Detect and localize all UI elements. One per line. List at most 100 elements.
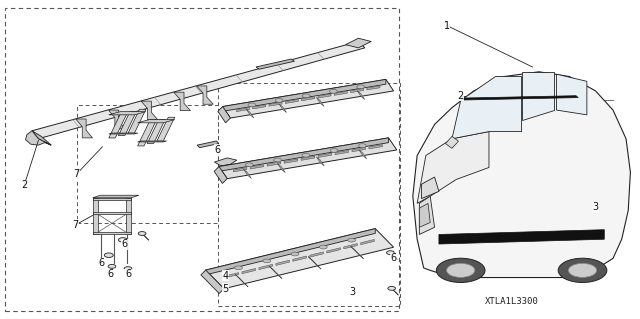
Polygon shape: [279, 104, 287, 113]
Circle shape: [436, 258, 485, 283]
Polygon shape: [219, 138, 397, 179]
Polygon shape: [76, 119, 93, 138]
Text: 2: 2: [21, 180, 28, 190]
Text: 6: 6: [108, 269, 114, 279]
Polygon shape: [301, 97, 315, 101]
Polygon shape: [269, 266, 282, 278]
Polygon shape: [93, 195, 139, 198]
Polygon shape: [327, 248, 340, 253]
Polygon shape: [109, 133, 138, 134]
Polygon shape: [439, 230, 604, 244]
Polygon shape: [138, 120, 175, 123]
Circle shape: [387, 251, 394, 255]
Polygon shape: [301, 156, 315, 160]
Polygon shape: [256, 59, 294, 69]
Polygon shape: [126, 198, 131, 234]
Polygon shape: [318, 94, 331, 98]
Circle shape: [447, 263, 475, 277]
Polygon shape: [138, 122, 156, 146]
Polygon shape: [419, 204, 430, 227]
Text: 5: 5: [222, 284, 228, 294]
Polygon shape: [233, 167, 247, 172]
Text: 6: 6: [122, 239, 128, 249]
Circle shape: [388, 286, 396, 290]
Polygon shape: [26, 131, 51, 145]
Circle shape: [558, 258, 607, 283]
Text: 3: 3: [592, 202, 598, 212]
Polygon shape: [445, 137, 458, 148]
Circle shape: [124, 267, 132, 271]
Circle shape: [291, 252, 299, 256]
Circle shape: [108, 264, 116, 268]
Polygon shape: [93, 198, 131, 200]
Polygon shape: [316, 97, 324, 106]
Polygon shape: [522, 72, 554, 120]
Circle shape: [248, 103, 255, 107]
Text: 6: 6: [390, 253, 397, 263]
Polygon shape: [276, 260, 289, 265]
Polygon shape: [243, 169, 252, 178]
Polygon shape: [93, 198, 98, 234]
Polygon shape: [109, 112, 146, 115]
Text: 4: 4: [222, 271, 228, 281]
Polygon shape: [351, 89, 364, 93]
Polygon shape: [310, 252, 323, 257]
Polygon shape: [138, 141, 166, 142]
Circle shape: [348, 238, 355, 242]
Polygon shape: [128, 109, 146, 133]
Polygon shape: [452, 77, 522, 139]
Circle shape: [302, 153, 310, 157]
Polygon shape: [413, 72, 630, 278]
Text: XTLA1L3300: XTLA1L3300: [485, 297, 539, 306]
Circle shape: [330, 89, 337, 93]
Polygon shape: [269, 102, 282, 106]
Polygon shape: [351, 246, 364, 259]
Circle shape: [138, 232, 146, 235]
Text: 6: 6: [214, 145, 221, 155]
Polygon shape: [318, 153, 332, 158]
Polygon shape: [235, 274, 248, 287]
Circle shape: [118, 238, 127, 242]
Text: 3: 3: [349, 287, 355, 297]
Polygon shape: [93, 232, 131, 234]
Bar: [218, 83, 400, 306]
Polygon shape: [218, 107, 230, 123]
Polygon shape: [223, 79, 386, 111]
Polygon shape: [201, 270, 224, 293]
Text: 2: 2: [458, 91, 464, 101]
Polygon shape: [259, 264, 273, 270]
Polygon shape: [118, 112, 136, 136]
Circle shape: [235, 266, 243, 270]
Circle shape: [568, 263, 596, 277]
Bar: [77, 105, 218, 223]
Polygon shape: [246, 109, 254, 118]
Polygon shape: [461, 96, 578, 100]
Polygon shape: [308, 256, 321, 269]
Polygon shape: [344, 244, 357, 249]
Polygon shape: [316, 157, 324, 166]
Polygon shape: [417, 132, 489, 204]
Polygon shape: [108, 110, 125, 129]
Circle shape: [275, 99, 283, 102]
Polygon shape: [109, 114, 127, 138]
Polygon shape: [284, 159, 298, 163]
Polygon shape: [196, 86, 213, 104]
Text: 7: 7: [72, 220, 79, 230]
Polygon shape: [236, 108, 250, 112]
Polygon shape: [32, 41, 365, 139]
Polygon shape: [346, 38, 371, 48]
Circle shape: [330, 149, 338, 152]
Circle shape: [302, 94, 310, 98]
Polygon shape: [359, 150, 367, 159]
Polygon shape: [357, 91, 365, 100]
Polygon shape: [214, 167, 227, 183]
Circle shape: [246, 163, 253, 167]
Polygon shape: [147, 120, 165, 144]
Polygon shape: [369, 145, 383, 149]
Polygon shape: [205, 229, 375, 275]
Polygon shape: [242, 269, 255, 274]
Circle shape: [356, 85, 364, 89]
Polygon shape: [285, 100, 298, 103]
Polygon shape: [277, 163, 285, 173]
Polygon shape: [419, 196, 435, 234]
